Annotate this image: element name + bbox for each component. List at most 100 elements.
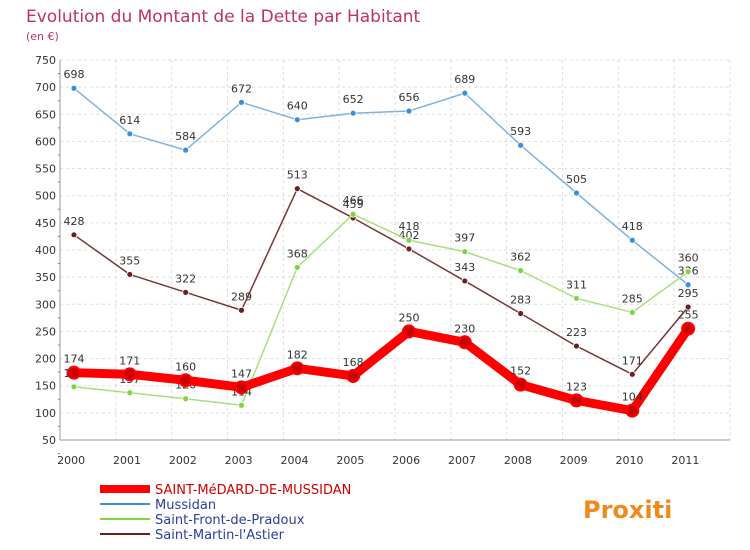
y-tick-label: 450: [35, 217, 56, 230]
x-tick-label: 2003: [225, 454, 253, 467]
data-label: 584: [175, 130, 196, 143]
data-label: 255: [678, 309, 699, 322]
data-point: [293, 116, 301, 124]
data-point: [349, 210, 357, 218]
data-point: [126, 271, 134, 278]
x-tick-label: 2010: [616, 454, 644, 467]
data-label: 459: [343, 198, 364, 211]
data-label: 418: [398, 220, 419, 233]
data-point: [569, 393, 584, 408]
x-tick-label: 2009: [560, 454, 588, 467]
chart-title: Evolution du Montant de la Dette par Hab…: [26, 7, 421, 27]
data-label: 285: [622, 292, 643, 305]
y-tick-label: 500: [35, 190, 56, 203]
data-label: 698: [63, 68, 84, 81]
data-point: [628, 370, 636, 378]
data-point: [182, 146, 190, 154]
data-label: 640: [287, 100, 308, 113]
legend-label: Saint-Front-de-Pradoux: [155, 513, 305, 528]
data-label: 656: [398, 91, 419, 104]
data-label: 428: [63, 215, 84, 228]
data-point: [573, 342, 580, 350]
data-point: [457, 335, 472, 350]
data-point: [346, 368, 361, 383]
legend-label: Mussidan: [155, 498, 216, 513]
data-label: 397: [454, 232, 475, 245]
x-tick-label: 2001: [113, 454, 141, 467]
data-point: [684, 268, 692, 276]
data-label: 171: [119, 354, 140, 367]
data-point: [461, 277, 469, 285]
data-point: [405, 107, 413, 115]
data-label: 182: [287, 348, 308, 361]
data-label: 174: [63, 353, 84, 366]
data-point: [573, 294, 580, 302]
series-line: [73, 213, 689, 407]
y-tick-label: 650: [35, 108, 56, 121]
data-point: [405, 236, 413, 244]
data-label: 614: [119, 114, 140, 127]
data-label: 343: [454, 261, 475, 274]
data-label: 147: [231, 367, 252, 380]
data-label: 402: [398, 229, 419, 242]
y-tick-label: 50: [42, 434, 56, 447]
data-point: [126, 130, 134, 138]
series-1: 698614584672640652656689593505418336: [63, 68, 699, 289]
data-point: [182, 395, 190, 403]
data-label: 689: [454, 73, 475, 86]
legend: SAINT-MéDARD-DE-MUSSIDANMussidanSaint-Fr…: [100, 483, 351, 543]
y-tick-label: 700: [35, 81, 56, 94]
x-tick-label: 2011: [671, 454, 699, 467]
data-label: 672: [231, 82, 252, 95]
y-tick-label: 300: [35, 298, 56, 311]
data-label: 160: [175, 360, 196, 373]
grid: [59, 59, 731, 441]
data-point: [513, 377, 528, 392]
x-tick-label: 2007: [448, 454, 476, 467]
data-point: [234, 380, 249, 395]
data-point: [70, 231, 78, 239]
data-label: 418: [622, 220, 643, 233]
data-point: [293, 263, 301, 271]
chart-subtitle: (en €): [26, 30, 59, 43]
y-tick-label: 550: [35, 163, 56, 176]
data-label: 513: [287, 169, 308, 182]
data-label: 171: [622, 354, 643, 367]
y-tick-label: 750: [35, 54, 56, 67]
data-point: [401, 324, 416, 339]
data-label: 466: [343, 194, 364, 207]
data-point: [122, 367, 137, 382]
axes: 50 100 150 200 250 300 350 400 450 500 550 600 650 70…: [35, 54, 730, 467]
data-point: [293, 185, 301, 193]
data-point: [461, 89, 469, 97]
data-point: [349, 109, 357, 117]
series-0: 174 171 160 147 182 168 250 230 152 123 104 255: [63, 309, 699, 418]
data-point: [238, 306, 245, 314]
y-tick-label: 200: [35, 353, 56, 366]
data-point: [290, 361, 305, 376]
y-tick-label: 150: [35, 380, 56, 393]
data-label: 322: [175, 272, 196, 285]
data-label: 593: [510, 125, 531, 138]
logo-text: Proxiti: [583, 496, 672, 524]
data-point: [684, 303, 692, 311]
data-label: 230: [454, 322, 475, 335]
data-label: 152: [510, 365, 531, 378]
x-tick-label: 2002: [169, 454, 197, 467]
data-point: [70, 84, 78, 92]
data-label: 168: [343, 356, 364, 369]
y-tick-label: 100: [35, 407, 56, 420]
x-tick-label: 2006: [392, 454, 420, 467]
data-point: [182, 288, 190, 296]
data-label: 355: [119, 254, 140, 267]
data-label: 295: [678, 287, 699, 300]
legend-label: Saint-Martin-l'Astier: [155, 528, 285, 543]
y-tick-label: 350: [35, 271, 56, 284]
data-point: [625, 403, 640, 418]
x-tick-label: 2000: [57, 454, 85, 467]
series-group: 6986145846726406526566895935054183364283…: [63, 68, 699, 418]
data-point: [405, 245, 413, 253]
series-line: [69, 324, 693, 416]
data-point: [461, 248, 469, 256]
